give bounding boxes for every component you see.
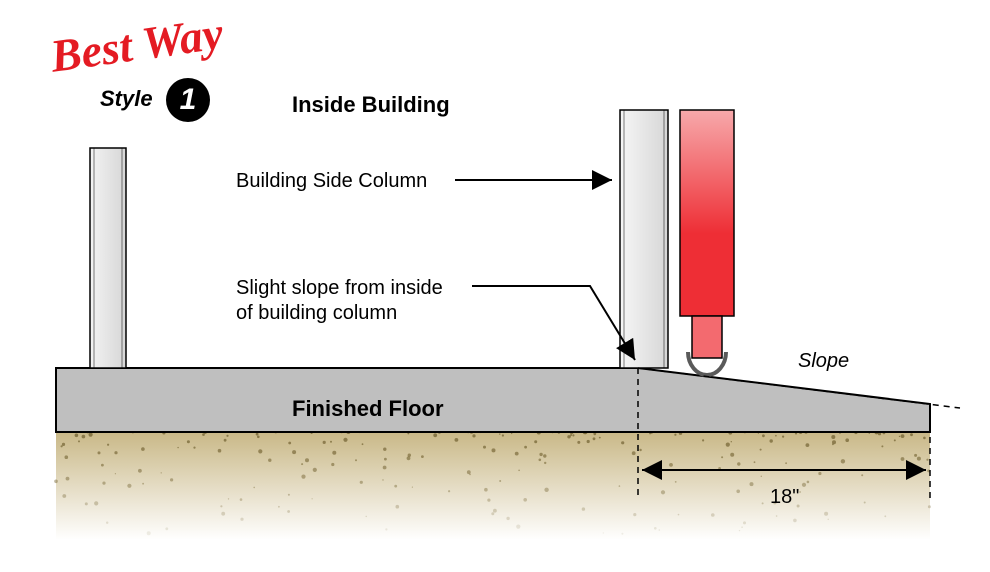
finished-floor-label: Finished Floor: [292, 396, 444, 422]
door-panel: [680, 110, 734, 375]
callout-column: Building Side Column: [236, 170, 427, 193]
slope-label: Slope: [798, 350, 849, 373]
dimension-label: 18": [770, 486, 799, 509]
callout-arrow-slope: [472, 286, 635, 360]
inside-building-heading: Inside Building: [292, 92, 450, 118]
style-badge: 1: [166, 78, 210, 122]
finished-floor: [56, 368, 930, 432]
callout-slope-line2: of building column: [236, 301, 443, 326]
building-side-column: [620, 110, 668, 368]
style-label: Style: [100, 86, 153, 112]
left-jamb: [90, 148, 126, 368]
callout-slope-line1: Slight slope from inside: [236, 276, 443, 301]
callout-slope-note: Slight slope from inside of building col…: [236, 276, 443, 326]
